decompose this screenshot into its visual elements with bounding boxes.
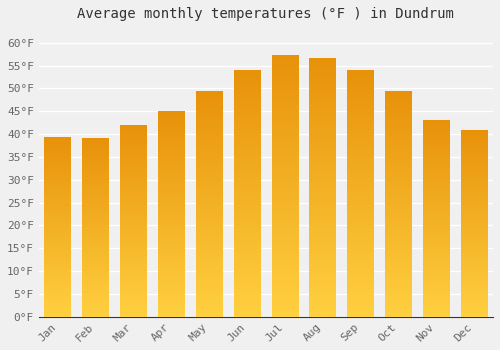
Title: Average monthly temperatures (°F ) in Dundrum: Average monthly temperatures (°F ) in Du…: [78, 7, 454, 21]
